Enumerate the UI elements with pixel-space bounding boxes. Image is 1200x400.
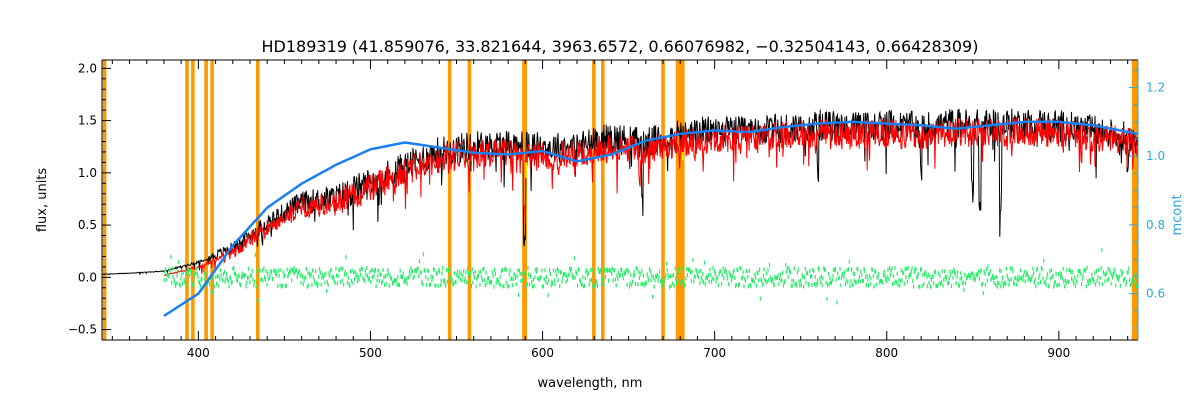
y2-tick-label: 0.6 — [1146, 287, 1165, 301]
axes: 400 500 600 700 800 900 −0.5 0.0 0.5 1.0 1.5 2.0 0.6… — [68, 59, 1165, 360]
masked-band — [204, 60, 208, 340]
continuum-curve — [163, 120, 1139, 318]
masked-band — [191, 60, 195, 340]
masked-band — [447, 60, 452, 340]
x-tick-label: 800 — [875, 346, 898, 360]
y-tick-label: 1.5 — [78, 114, 97, 128]
right-axis-label: mcont — [1170, 194, 1185, 235]
y-axis-label: flux, units — [35, 168, 50, 233]
x-tick-label: 700 — [703, 346, 726, 360]
model-spectrum — [163, 117, 1139, 277]
masked-band — [661, 60, 665, 340]
y2-tick-label: 1.0 — [1146, 149, 1165, 163]
masked-band — [1131, 60, 1136, 340]
masked-band — [210, 60, 214, 340]
masked-bands — [102, 60, 1138, 340]
x-tick-label: 900 — [1047, 346, 1070, 360]
masked-band — [255, 60, 260, 340]
y2-tick-label: 1.2 — [1146, 80, 1165, 94]
series-layer — [101, 108, 1139, 318]
masked-band — [102, 60, 107, 340]
masked-band — [681, 60, 685, 340]
y-tick-label: 2.0 — [78, 61, 97, 75]
x-tick-label: 400 — [187, 346, 210, 360]
y-tick-label: 1.0 — [78, 166, 97, 180]
masked-band — [600, 60, 605, 340]
x-tick-label: 600 — [531, 346, 554, 360]
y-tick-label: 0.5 — [78, 218, 97, 232]
x-axis-label: wavelength, nm — [538, 376, 643, 391]
x-tick-label: 500 — [359, 346, 382, 360]
chart-title: HD189319 (41.859076, 33.821644, 3963.657… — [262, 37, 979, 56]
y-tick-label: −0.5 — [68, 323, 97, 337]
y-tick-label: 0.0 — [78, 270, 97, 284]
masked-band — [592, 60, 596, 340]
masked-band — [467, 60, 472, 340]
masked-band — [185, 60, 189, 340]
masked-band — [678, 60, 683, 340]
residual-points — [163, 248, 1138, 305]
y2-tick-label: 0.8 — [1146, 218, 1165, 232]
masked-band — [675, 60, 680, 340]
masked-band — [1134, 60, 1138, 340]
